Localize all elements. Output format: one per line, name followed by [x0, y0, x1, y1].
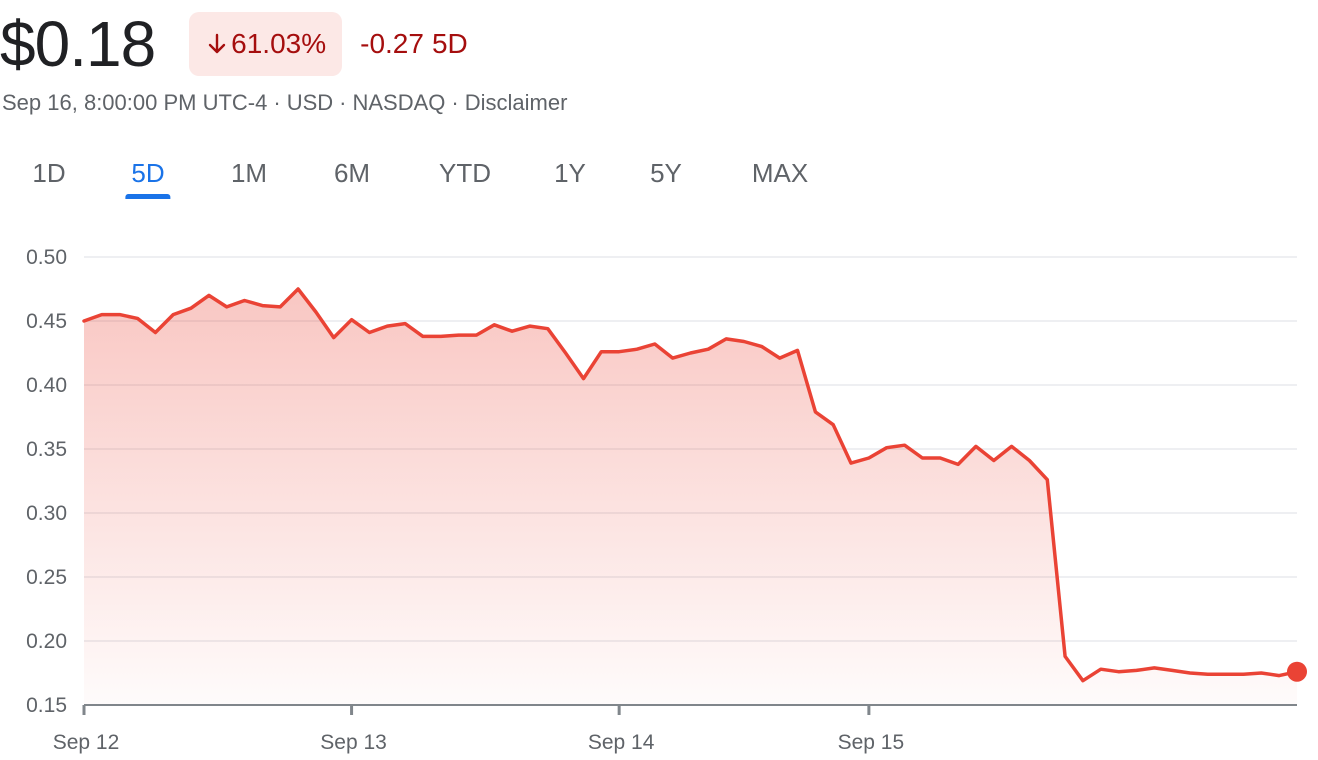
- quote-exchange: NASDAQ: [352, 90, 446, 115]
- tab-ytd[interactable]: YTD: [439, 158, 491, 188]
- tab-1y[interactable]: 1Y: [554, 158, 586, 188]
- current-price: $0.18: [0, 8, 156, 80]
- x-tick-label: Sep 14: [588, 731, 655, 754]
- change-period: 5D: [431, 28, 468, 59]
- y-tick-label: 0.35: [26, 438, 67, 461]
- y-tick-label: 0.15: [26, 694, 67, 717]
- latest-price-dot: [1287, 661, 1307, 682]
- x-tick-label: Sep 15: [838, 731, 905, 754]
- absolute-change: -0.27 5D: [360, 28, 468, 60]
- tab-1m[interactable]: 1M: [230, 158, 268, 188]
- change-percent-value: 61.03%: [231, 28, 327, 59]
- range-tabs: 1D 5D 1M 6M YTD 1Y 5Y MAX: [0, 154, 900, 202]
- tab-1d[interactable]: 1D: [32, 158, 66, 188]
- quote-timestamp: Sep 16, 8:00:00 PM UTC-4: [2, 90, 268, 115]
- tab-5d[interactable]: 5D: [125, 154, 171, 199]
- price-area: [84, 289, 1297, 705]
- y-tick-label: 0.30: [26, 502, 67, 525]
- y-tick-label: 0.25: [26, 566, 67, 589]
- y-tick-label: 0.40: [26, 374, 67, 397]
- active-tab-indicator: [125, 194, 171, 199]
- absolute-change-value: -0.27: [360, 28, 424, 59]
- quote-header: $0.18 61.03% -0.27 5D: [0, 8, 468, 80]
- y-tick-label: 0.20: [26, 630, 67, 653]
- quote-meta: Sep 16, 8:00:00 PM UTC-4 · USD · NASDAQ · Disc…: [2, 90, 568, 115]
- tab-6m[interactable]: 6M: [333, 158, 371, 188]
- change-percent-badge: 61.03%: [189, 12, 343, 76]
- price-chart[interactable]: 0.50 0.45 0.40 0.35 0.30 0.25 0.20 0.15 Sep 12 Se…: [0, 220, 1318, 760]
- quote-currency: USD: [286, 90, 334, 115]
- tab-5y[interactable]: 5Y: [650, 158, 682, 188]
- x-tick-label: Sep 12: [53, 731, 120, 754]
- disclaimer-link[interactable]: Disclaimer: [464, 90, 568, 115]
- y-tick-label: 0.50: [26, 246, 67, 269]
- tab-max[interactable]: MAX: [751, 158, 809, 188]
- x-tick-label: Sep 13: [320, 731, 387, 754]
- price-line: [82, 287, 1299, 683]
- arrow-down-icon: [207, 32, 227, 56]
- y-tick-label: 0.45: [26, 310, 67, 333]
